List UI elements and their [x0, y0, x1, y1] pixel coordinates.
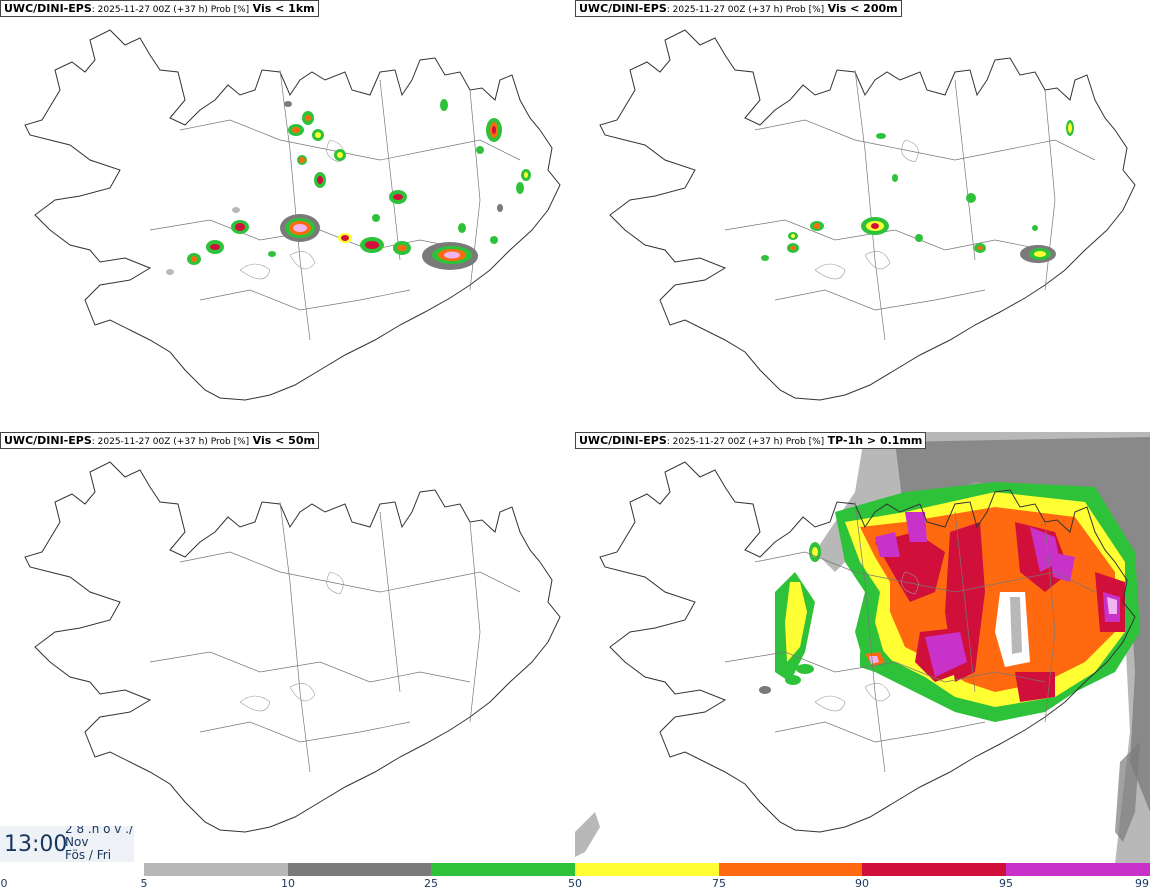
panel-title: UWC/DINI-EPS: 2025-11-27 00Z (+37 h) Pro… — [0, 0, 319, 17]
colorbar-tick-95: 95 — [999, 877, 1013, 890]
colorbar-seg-10-25 — [288, 863, 431, 876]
variable-label: Vis < 50m — [252, 434, 315, 447]
run-meta: : 2025-11-27 00Z (+37 h) Prob [%] — [666, 5, 825, 15]
map-vis-1km — [24, 29, 561, 401]
model-name: UWC/DINI-EPS — [4, 2, 92, 15]
panel-title: UWC/DINI-EPS: 2025-11-27 00Z (+37 h) Pro… — [0, 432, 319, 449]
run-meta: : 2025-11-27 00Z (+37 h) Prob [%] — [666, 437, 825, 447]
variable-label: Vis < 200m — [827, 2, 898, 15]
colorbar-seg-75-90 — [719, 863, 862, 876]
date-line-1: 2 8 .n o v ./ — [65, 826, 134, 836]
valid-time-clock: 13:00 — [4, 832, 68, 857]
colorbar-tick-90: 90 — [855, 877, 869, 890]
colorbar-tick-0: 0 — [0, 877, 8, 890]
valid-time-box: 13:00 2 8 .n o v ./ Nov Fös / Fri — [0, 826, 134, 862]
map-panel-precip: UWC/DINI-EPS: 2025-11-27 00Z (+37 h) Pro… — [575, 432, 1150, 864]
model-name: UWC/DINI-EPS — [4, 434, 92, 447]
colorbar-seg-50-75 — [575, 863, 719, 876]
run-meta: : 2025-11-27 00Z (+37 h) Prob [%] — [91, 5, 250, 15]
colorbar-tick-75: 75 — [712, 877, 726, 890]
run-meta: : 2025-11-27 00Z (+37 h) Prob [%] — [91, 437, 250, 447]
colorbar-tick-25: 25 — [424, 877, 438, 890]
colorbar-seg-5-10 — [144, 863, 288, 876]
colorbar-seg-95-99 — [1006, 863, 1150, 876]
colorbar-seg-25-50 — [431, 863, 575, 876]
map-panel-vis-50m: UWC/DINI-EPS: 2025-11-27 00Z (+37 h) Pro… — [0, 432, 575, 864]
date-line-3: Fös / Fri — [65, 848, 112, 862]
date-line-2: Nov — [65, 835, 89, 849]
panel-title: UWC/DINI-EPS: 2025-11-27 00Z (+37 h) Pro… — [575, 0, 902, 17]
map-precip — [575, 432, 1150, 864]
map-panel-vis-1km: UWC/DINI-EPS: 2025-11-27 00Z (+37 h) Pro… — [0, 0, 575, 432]
map-vis-200m — [599, 29, 1136, 401]
colorbar-seg-90-95 — [862, 863, 1006, 876]
probability-colorbar — [144, 863, 1150, 876]
map-vis-50m — [24, 461, 561, 833]
variable-label: Vis < 1km — [252, 2, 315, 15]
prob-blobs — [166, 99, 531, 275]
colorbar-tick-50: 50 — [568, 877, 582, 890]
precip-field — [575, 432, 1150, 864]
prob-blobs — [761, 120, 1074, 263]
valid-time-date: 2 8 .n o v ./ Nov Fös / Fri — [65, 826, 133, 862]
panel-title: UWC/DINI-EPS: 2025-11-27 00Z (+37 h) Pro… — [575, 432, 927, 449]
model-name: UWC/DINI-EPS — [579, 434, 667, 447]
colorbar-tick-99: 99 — [1135, 877, 1149, 890]
variable-label: TP-1h > 0.1mm — [827, 434, 923, 447]
map-panel-vis-200m: UWC/DINI-EPS: 2025-11-27 00Z (+37 h) Pro… — [575, 0, 1150, 432]
colorbar-tick-5: 5 — [140, 877, 148, 890]
colorbar-tick-10: 10 — [281, 877, 295, 890]
model-name: UWC/DINI-EPS — [579, 2, 667, 15]
